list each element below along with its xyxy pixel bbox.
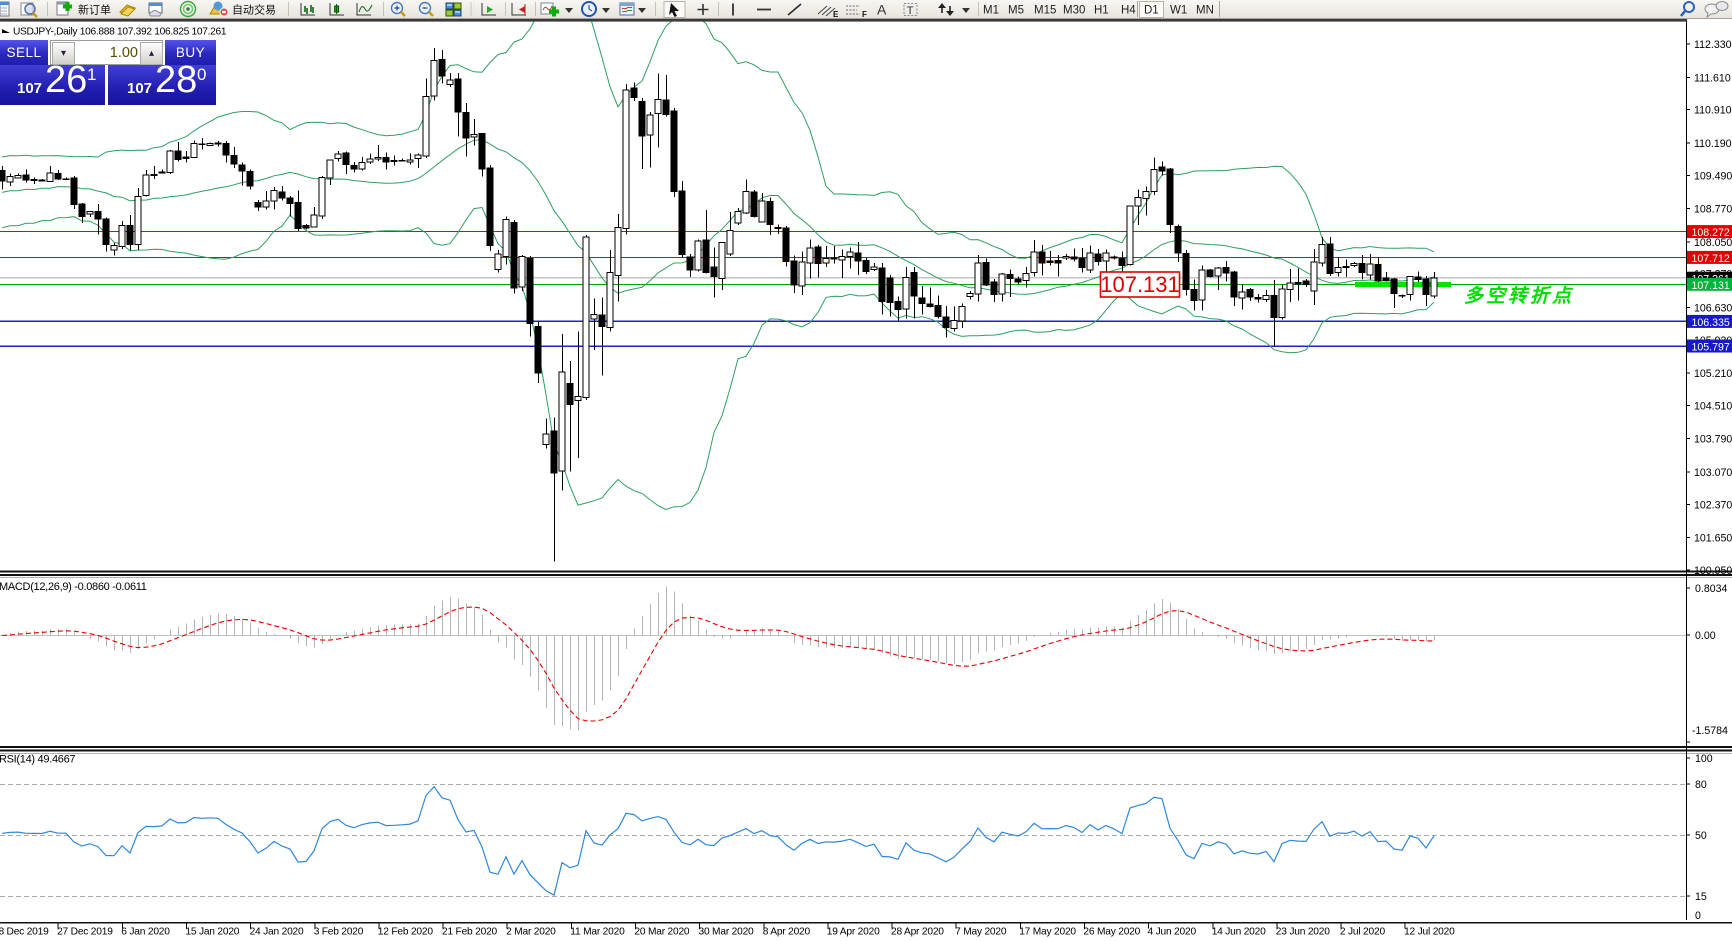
svg-text:23 Jun 2020: 23 Jun 2020 [1276,927,1330,938]
svg-text:112.330: 112.330 [1694,39,1732,51]
svg-text:0.8034: 0.8034 [1695,583,1728,595]
svg-text:28 Apr 2020: 28 Apr 2020 [891,927,944,938]
svg-text:2 Jul 2020: 2 Jul 2020 [1340,927,1386,938]
svg-text:多空转折点: 多空转折点 [1464,285,1574,307]
svg-text:12 Feb 2020: 12 Feb 2020 [378,927,434,938]
svg-text:7 May 2020: 7 May 2020 [955,927,1007,938]
svg-text:108.770: 108.770 [1694,204,1732,216]
svg-text:A: A [877,2,887,18]
svg-text:109.490: 109.490 [1694,170,1732,182]
svg-text:14 Jun 2020: 14 Jun 2020 [1212,927,1266,938]
svg-text:M1: M1 [983,5,999,17]
svg-text:4 Jun 2020: 4 Jun 2020 [1148,927,1197,938]
svg-text:50: 50 [1695,830,1707,842]
svg-text:102.370: 102.370 [1694,499,1732,511]
svg-text:26 May 2020: 26 May 2020 [1083,927,1140,938]
svg-text:105.210: 105.210 [1694,368,1732,380]
svg-text:80: 80 [1695,779,1707,791]
svg-text:3 Feb 2020: 3 Feb 2020 [314,927,364,938]
svg-text:MN: MN [1196,5,1214,17]
svg-text:8 Apr 2020: 8 Apr 2020 [763,927,811,938]
svg-text:103.790: 103.790 [1694,434,1732,446]
svg-text:6 Jan 2020: 6 Jan 2020 [121,927,170,938]
svg-text:100.950: 100.950 [1694,565,1732,577]
svg-text:USDJPY-,Daily 106.888 107.392: USDJPY-,Daily 106.888 107.392 106.825 10… [13,27,227,38]
svg-text:110.910: 110.910 [1694,105,1732,117]
svg-text:103.070: 103.070 [1694,467,1732,479]
svg-text:24 Jan 2020: 24 Jan 2020 [250,927,304,938]
svg-text:-1.5784: -1.5784 [1692,725,1728,737]
svg-text:D1: D1 [1144,5,1159,17]
svg-text:M30: M30 [1063,5,1085,17]
svg-text:0.00: 0.00 [1695,630,1716,642]
svg-text:20 Mar 2020: 20 Mar 2020 [634,927,690,938]
svg-text:15: 15 [1695,891,1707,903]
svg-text:21 Feb 2020: 21 Feb 2020 [442,927,498,938]
svg-text:27 Dec 2019: 27 Dec 2019 [57,927,113,938]
svg-text:11 Mar 2020: 11 Mar 2020 [570,927,625,938]
svg-text:F: F [862,10,867,19]
svg-text:17 May 2020: 17 May 2020 [1019,927,1076,938]
svg-text:106.630: 106.630 [1694,303,1732,315]
svg-text:新订单: 新订单 [78,3,111,17]
svg-text:W1: W1 [1170,5,1187,17]
svg-text:111.610: 111.610 [1694,72,1731,84]
svg-text:107.131: 107.131 [1100,272,1180,297]
svg-text:108.272: 108.272 [1692,227,1730,239]
svg-text:19 Apr 2020: 19 Apr 2020 [827,927,880,938]
svg-text:MACD(12,26,9) -0.0860 -0.0611: MACD(12,26,9) -0.0860 -0.0611 [0,581,147,593]
svg-text:2 Mar 2020: 2 Mar 2020 [506,927,556,938]
svg-text:15 Jan 2020: 15 Jan 2020 [185,927,239,938]
svg-text:104.510: 104.510 [1694,400,1732,412]
svg-text:100: 100 [1695,753,1713,765]
svg-text:107.712: 107.712 [1692,253,1730,265]
svg-text:M15: M15 [1034,5,1056,17]
svg-text:自动交易: 自动交易 [232,3,276,17]
svg-text:110.190: 110.190 [1694,138,1732,150]
svg-text:12 Jul 2020: 12 Jul 2020 [1404,927,1455,938]
svg-text:T: T [907,5,914,17]
svg-text:H4: H4 [1121,5,1136,17]
svg-text:30 Mar 2020: 30 Mar 2020 [699,927,755,938]
svg-text:18 Dec 2019: 18 Dec 2019 [0,927,49,938]
svg-text:105.797: 105.797 [1692,342,1730,354]
svg-text:106.335: 106.335 [1692,317,1730,329]
svg-text:RSI(14) 49.4667: RSI(14) 49.4667 [0,754,75,766]
svg-text:108.050: 108.050 [1694,237,1732,249]
svg-text:E: E [833,10,839,19]
svg-text:0: 0 [1695,910,1701,922]
svg-text:107.131: 107.131 [1692,280,1730,292]
svg-text:M5: M5 [1008,5,1024,17]
svg-text:H1: H1 [1094,5,1109,17]
svg-text:101.650: 101.650 [1694,533,1732,545]
